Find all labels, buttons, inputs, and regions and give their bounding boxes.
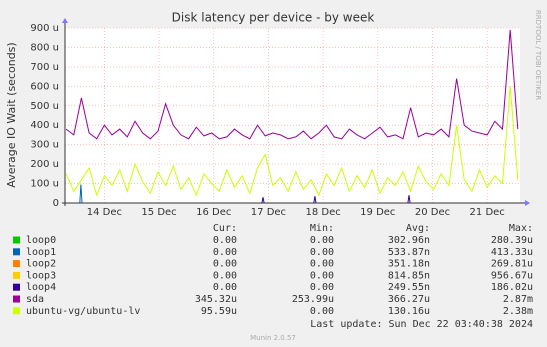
legend-label: loop3 <box>26 270 56 281</box>
legend-value: 956.67u <box>491 270 533 281</box>
y-tick-label: 400 u <box>30 120 59 131</box>
chart-title: Disk latency per device - by week <box>172 11 375 25</box>
legend-value: 95.59u <box>201 306 237 317</box>
legend-value: 366.27u <box>388 294 430 305</box>
legend-value: 0.00 <box>310 282 334 293</box>
legend-value: 0.00 <box>213 235 237 246</box>
y-tick-label: 800 u <box>30 42 59 53</box>
legend-value: 2.87m <box>503 294 533 305</box>
last-update: Last update: Sun Dec 22 03:40:38 2024 <box>310 319 533 330</box>
x-tick-label: 17 Dec <box>251 207 286 218</box>
legend-value: 0.00 <box>213 282 237 293</box>
y-tick-label: 500 u <box>30 101 59 112</box>
series-line <box>65 86 519 197</box>
legend-value: 533.87n <box>388 247 430 258</box>
legend-value: 0.00 <box>310 235 334 246</box>
legend-swatch <box>13 295 20 303</box>
legend-value: 0.00 <box>213 259 237 270</box>
legend-swatch <box>13 307 20 315</box>
x-tick-label: 19 Dec <box>360 207 395 218</box>
legend-label: loop4 <box>26 282 56 293</box>
y-tick-label: 300 u <box>30 140 59 151</box>
legend-value: 345.32u <box>195 294 237 305</box>
y-tick-label: 100 u <box>30 179 59 190</box>
legend-value: 186.02u <box>491 282 533 293</box>
series-line <box>79 184 83 204</box>
footer: Munin 2.0.57 <box>250 334 296 342</box>
legend-label: sda <box>26 294 44 305</box>
y-tick-label: 700 u <box>30 62 59 73</box>
legend-value: 269.81u <box>491 259 533 270</box>
legend-swatch <box>13 283 20 291</box>
legend-header: Max: <box>509 223 533 234</box>
legend-header: Avg: <box>406 223 430 234</box>
legend-value: 351.18n <box>388 259 430 270</box>
legend-header: Min: <box>310 223 334 234</box>
legend-value: 0.00 <box>310 247 334 258</box>
legend-value: 249.55n <box>388 282 430 293</box>
side-text: RRDTOOL / TOBI OETIKER <box>534 10 542 100</box>
legend-value: 130.16u <box>388 306 430 317</box>
legend-value: 302.96n <box>388 235 430 246</box>
y-tick-label: 600 u <box>30 81 59 92</box>
legend-value: 2.38m <box>503 306 533 317</box>
legend-label: ubuntu-vg/ubuntu-lv <box>26 306 140 317</box>
series-line <box>261 195 411 204</box>
legend-header: Cur: <box>213 223 237 234</box>
legend-value: 0.00 <box>310 259 334 270</box>
plot-area <box>65 28 520 203</box>
y-axis-label: Average IO Wait (seconds) <box>5 42 18 187</box>
y-tick-label: 900 u <box>30 23 59 34</box>
legend-label: loop2 <box>26 259 56 270</box>
x-tick-label: 18 Dec <box>305 207 340 218</box>
x-tick-label: 20 Dec <box>415 207 450 218</box>
legend-value: 0.00 <box>213 247 237 258</box>
legend-value: 0.00 <box>310 306 334 317</box>
legend-label: loop0 <box>26 235 56 246</box>
legend-value: 0.00 <box>213 270 237 281</box>
legend-value: 280.39u <box>491 235 533 246</box>
legend-value: 413.33u <box>491 247 533 258</box>
axis-arrow <box>62 18 68 23</box>
legend-swatch <box>13 248 20 256</box>
y-tick-label: 200 u <box>30 159 59 170</box>
series-line <box>65 29 519 140</box>
x-tick-label: 16 Dec <box>196 207 231 218</box>
legend-swatch <box>13 271 20 279</box>
legend-label: loop1 <box>26 247 56 258</box>
y-tick-label: 0 <box>53 198 59 209</box>
axis-arrow <box>525 200 530 206</box>
x-tick-label: 14 Dec <box>87 207 122 218</box>
legend-value: 814.85n <box>388 270 430 281</box>
x-tick-label: 21 Dec <box>470 207 505 218</box>
legend-swatch <box>13 260 20 268</box>
x-tick-label: 15 Dec <box>141 207 176 218</box>
legend-value: 0.00 <box>310 270 334 281</box>
legend-value: 253.99u <box>292 294 334 305</box>
legend-swatch <box>13 236 20 244</box>
